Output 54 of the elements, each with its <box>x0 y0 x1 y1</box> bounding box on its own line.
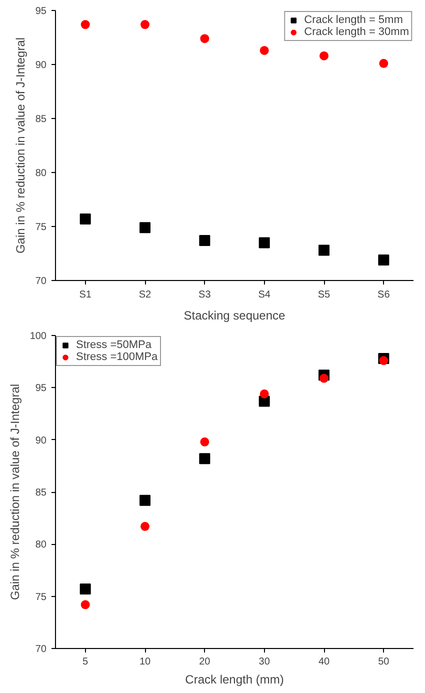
point <box>200 34 210 44</box>
point <box>199 453 210 464</box>
x-tick-label: 5 <box>82 656 89 668</box>
point <box>378 254 390 266</box>
x-tick-label: 20 <box>199 656 211 668</box>
point <box>140 522 150 531</box>
y-tick-label: 80 <box>35 540 47 551</box>
y-tick-label: 80 <box>35 168 47 179</box>
point <box>258 237 270 248</box>
x-tick-label: S1 <box>79 290 92 300</box>
point <box>80 584 91 595</box>
legend-label: Stress =50MPa <box>76 339 152 351</box>
y-tick-label: 70 <box>35 276 47 287</box>
legend-label: Crack length = 30mm <box>304 26 409 38</box>
y-tick-label: 70 <box>35 644 47 655</box>
point <box>379 58 388 68</box>
y-tick-label: 85 <box>35 114 47 125</box>
point <box>140 222 150 234</box>
y-tick-label: 95 <box>35 383 47 394</box>
x-tick-label: 40 <box>318 656 330 668</box>
point <box>320 374 328 383</box>
x-tick-label: S5 <box>318 290 331 300</box>
point <box>80 600 90 610</box>
point <box>200 437 210 446</box>
x-tick-label: S3 <box>198 290 212 300</box>
y-tick-label: 75 <box>35 592 47 603</box>
x-tick-label: 30 <box>258 656 270 668</box>
y-tick-label: 75 <box>35 222 47 233</box>
x-tick-label: 10 <box>139 656 151 668</box>
point <box>199 235 210 246</box>
y-tick-label: 85 <box>35 488 47 498</box>
y-tick-label: 95 <box>35 6 47 17</box>
x-tick-label: 50 <box>378 656 390 668</box>
point <box>320 51 328 60</box>
point <box>80 20 90 30</box>
point <box>140 20 150 30</box>
point <box>80 213 91 224</box>
y-tick-label: 90 <box>35 435 47 446</box>
x-axis-title: Crack length (mm) <box>185 672 284 686</box>
x-axis-title: Stacking sequence <box>184 308 286 322</box>
y-axis-title: Gain in % reduction in value of J-Integral <box>13 37 28 254</box>
legend-label: Stress =100MPa <box>76 351 158 363</box>
y-tick-label: 90 <box>35 60 47 71</box>
point <box>140 494 150 506</box>
legend-label: Crack length = 5mm <box>304 14 403 26</box>
x-tick-label: S4 <box>258 290 271 300</box>
point <box>260 389 269 398</box>
point <box>318 244 330 256</box>
x-tick-label: S2 <box>138 290 152 300</box>
y-axis-title: Gain in % reduction in value of J-Integral <box>8 384 22 600</box>
point <box>379 356 388 366</box>
x-tick-label: S6 <box>378 290 390 300</box>
point <box>260 46 269 55</box>
y-tick-label: 100 <box>30 331 47 342</box>
